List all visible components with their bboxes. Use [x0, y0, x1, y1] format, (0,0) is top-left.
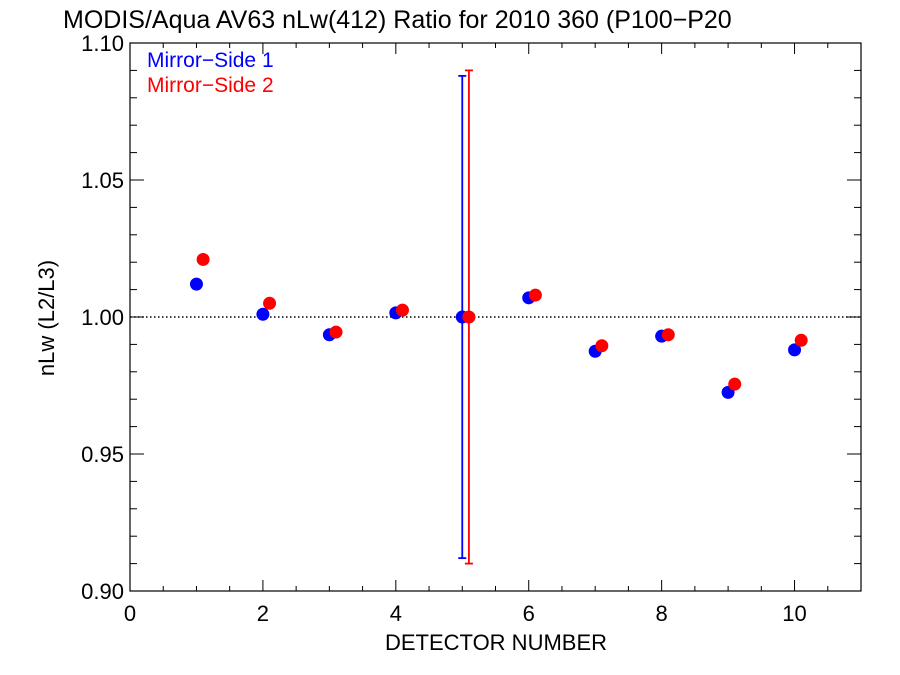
data-point-series2 [329, 325, 343, 339]
x-axis-label: DETECTOR NUMBER [385, 630, 607, 655]
x-tick-label: 0 [124, 601, 136, 626]
data-point-series2 [196, 252, 210, 266]
x-axis: 0 2 4 6 8 10 [124, 43, 862, 626]
y-tick-label: 0.95 [81, 442, 124, 467]
data-point-series2 [595, 339, 609, 353]
data-point-series2 [728, 377, 742, 391]
data-point-series2 [263, 296, 277, 310]
legend-entry-1: Mirror−Side 1 [147, 49, 274, 72]
x-tick-label: 8 [656, 601, 668, 626]
data-point-series2 [794, 333, 808, 347]
data-point-series1 [788, 343, 802, 357]
x-tick-label: 2 [257, 601, 269, 626]
data-point-series2 [528, 288, 542, 302]
data-point-series1 [256, 307, 270, 321]
data-point-series2 [395, 303, 409, 317]
y-axis-label: nLw (L2/L3) [34, 260, 59, 376]
legend-entry-2: Mirror−Side 2 [147, 74, 274, 97]
chart-title: MODIS/Aqua AV63 nLw(412) Ratio for 2010 … [63, 6, 732, 34]
x-tick-label: 6 [523, 601, 535, 626]
y-tick-label: 1.10 [81, 31, 124, 56]
y-tick-label: 1.00 [81, 305, 124, 330]
x-tick-label: 4 [390, 601, 402, 626]
data-point-series1 [189, 277, 203, 291]
data-points [189, 252, 808, 399]
y-axis: 0.90 0.95 1.00 1.05 1.10 [81, 31, 861, 604]
x-tick-label: 10 [782, 601, 806, 626]
y-tick-label: 1.05 [81, 168, 124, 193]
data-point-series2 [661, 328, 675, 342]
data-point-series2 [462, 310, 476, 324]
y-tick-label: 0.90 [81, 579, 124, 604]
